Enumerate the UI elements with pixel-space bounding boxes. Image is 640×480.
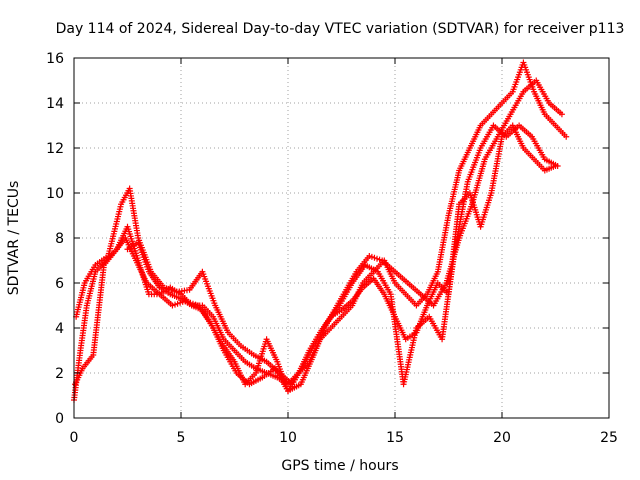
axis-ticks: 0 5 10 15 20 25 0 2 4 6 8 10 12 14 16 bbox=[46, 51, 618, 446]
series-D bbox=[124, 122, 559, 394]
y-tick-label: 6 bbox=[55, 276, 64, 292]
grid bbox=[74, 58, 609, 418]
chart-title: Day 114 of 2024, Sidereal Day-to-day VTE… bbox=[56, 21, 625, 37]
y-axis-label: SDTVAR / TECUs bbox=[6, 181, 22, 296]
x-tick-label: 20 bbox=[493, 430, 511, 446]
x-tick-label: 15 bbox=[386, 430, 404, 446]
y-tick-label: 8 bbox=[55, 231, 64, 247]
x-axis-label: GPS time / hours bbox=[281, 458, 398, 474]
x-tick-label: 5 bbox=[177, 430, 186, 446]
y-tick-label: 16 bbox=[46, 51, 64, 67]
y-tick-label: 10 bbox=[46, 186, 64, 202]
y-tick-label: 12 bbox=[46, 141, 64, 157]
x-tick-label: 0 bbox=[70, 430, 79, 446]
x-tick-label: 10 bbox=[279, 430, 297, 446]
y-tick-label: 0 bbox=[55, 411, 64, 427]
y-tick-label: 4 bbox=[55, 321, 64, 337]
y-tick-label: 2 bbox=[55, 366, 64, 382]
x-tick-label: 25 bbox=[600, 430, 618, 446]
data-points bbox=[71, 59, 570, 403]
data-point bbox=[563, 133, 570, 140]
y-tick-label: 14 bbox=[46, 96, 64, 112]
data-point bbox=[552, 163, 559, 169]
data-point bbox=[558, 111, 565, 118]
